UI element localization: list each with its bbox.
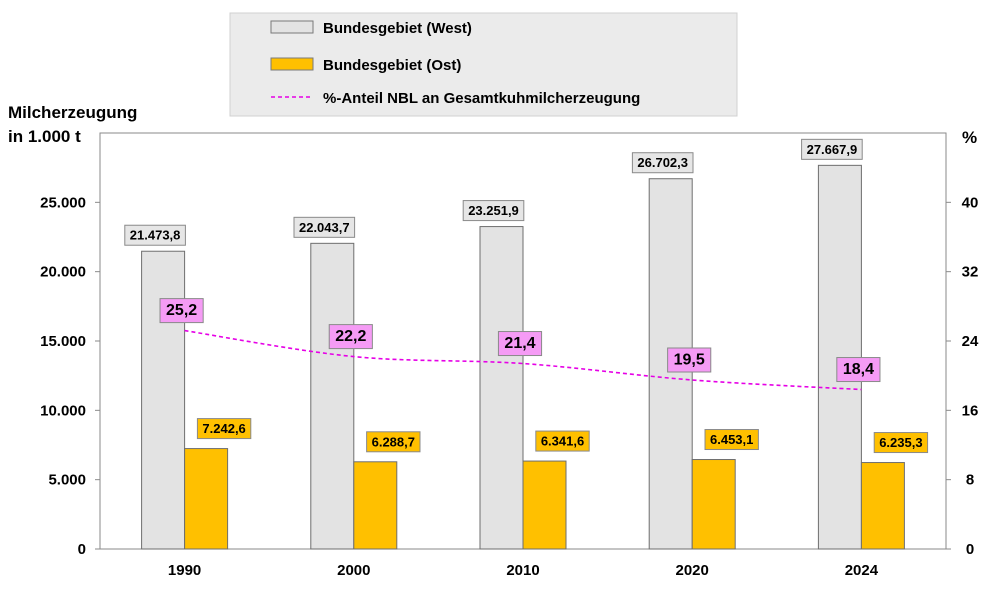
data-label-ost-box bbox=[535, 430, 590, 452]
data-label-ost-text: 6.235,3 bbox=[879, 435, 922, 450]
bar-ost bbox=[522, 460, 567, 550]
data-label-ost-box bbox=[873, 432, 929, 454]
data-label-ost: 7.242,6 bbox=[196, 418, 252, 440]
data-label-share-box bbox=[328, 324, 373, 350]
y2-tick-label: 32 bbox=[962, 264, 979, 281]
y-axis-title-line2: in 1.000 t bbox=[8, 127, 81, 146]
data-label-ost-box bbox=[704, 429, 759, 451]
y-tick-label: 20.000 bbox=[40, 264, 86, 281]
y2-axis-title: % bbox=[962, 128, 977, 147]
legend-swatch-ost bbox=[270, 57, 314, 71]
data-label-west: 27.667,9 bbox=[801, 138, 863, 160]
data-label-west-text: 21.473,8 bbox=[130, 228, 181, 243]
data-label-west-text: 22.043,7 bbox=[299, 220, 350, 235]
data-label-west-box bbox=[293, 216, 356, 238]
data-label-ost-text: 6.288,7 bbox=[372, 434, 415, 449]
data-label-west-box bbox=[801, 138, 863, 160]
bar-west bbox=[310, 242, 355, 550]
y-tick-label: 25.000 bbox=[40, 194, 86, 211]
data-label-west: 23.251,9 bbox=[462, 200, 525, 222]
share-line bbox=[184, 329, 862, 391]
data-label-share-text: 25,2 bbox=[166, 302, 197, 319]
data-label-share: 21,4 bbox=[497, 331, 543, 357]
data-label-share-text: 19,5 bbox=[674, 352, 705, 369]
bar-west bbox=[141, 250, 186, 550]
bar-ost bbox=[860, 462, 905, 550]
data-label-west: 22.043,7 bbox=[293, 216, 356, 238]
data-label-ost: 6.288,7 bbox=[366, 431, 421, 453]
data-label-share-text: 22,2 bbox=[335, 328, 366, 345]
bar-ost bbox=[353, 461, 398, 550]
data-label-share: 19,5 bbox=[667, 347, 712, 373]
data-label-ost-box bbox=[196, 418, 252, 440]
legend-swatch-west bbox=[270, 20, 314, 34]
bar-west bbox=[479, 226, 524, 550]
legend-label-share: %-Anteil NBL an Gesamtkuhmilcherzeugung bbox=[323, 90, 640, 107]
legend-background bbox=[229, 12, 738, 117]
x-tick-label: 2000 bbox=[337, 562, 370, 579]
x-tick-label: 1990 bbox=[168, 562, 201, 579]
data-label-west-box bbox=[124, 224, 186, 246]
data-label-share: 22,2 bbox=[328, 324, 373, 350]
data-label-ost-box bbox=[366, 431, 421, 453]
y2-tick-label: 40 bbox=[962, 194, 979, 211]
data-label-share-box bbox=[159, 298, 204, 324]
data-label-west: 21.473,8 bbox=[124, 224, 186, 246]
data-label-ost: 6.453,1 bbox=[704, 429, 759, 451]
y-tick-label: 10.000 bbox=[40, 402, 86, 419]
data-label-share-text: 18,4 bbox=[843, 361, 874, 378]
y2-tick-label: 24 bbox=[962, 333, 979, 350]
data-label-ost: 6.235,3 bbox=[873, 432, 929, 454]
legend: Bundesgebiet (West) Bundesgebiet (Ost) %… bbox=[229, 12, 738, 117]
y2-tick-label: 0 bbox=[966, 541, 974, 558]
data-label-share: 25,2 bbox=[159, 298, 204, 324]
data-label-share-box bbox=[667, 347, 712, 373]
y-tick-label: 15.000 bbox=[40, 333, 86, 350]
data-label-share-box bbox=[497, 331, 543, 357]
x-tick-label: 2010 bbox=[506, 562, 539, 579]
bar-ost bbox=[184, 448, 229, 550]
y2-tick-label: 16 bbox=[962, 402, 979, 419]
data-label-share: 18,4 bbox=[836, 357, 881, 383]
data-label-west-box bbox=[462, 200, 525, 222]
bar-ost bbox=[691, 459, 736, 550]
data-label-west: 26.702,3 bbox=[631, 152, 694, 174]
data-label-west-text: 27.667,9 bbox=[807, 142, 858, 157]
y-axis-title-line1: Milcherzeugung bbox=[8, 103, 137, 122]
data-label-west-text: 26.702,3 bbox=[637, 155, 688, 170]
data-label-west-box bbox=[631, 152, 694, 174]
data-label-share-text: 21,4 bbox=[504, 335, 535, 352]
x-tick-label: 2024 bbox=[845, 562, 879, 579]
data-label-ost-text: 6.341,6 bbox=[541, 434, 584, 449]
data-label-ost: 6.341,6 bbox=[535, 430, 590, 452]
y2-tick-label: 8 bbox=[966, 472, 974, 489]
x-tick-label: 2020 bbox=[676, 562, 709, 579]
legend-label-west: Bundesgebiet (West) bbox=[323, 20, 472, 37]
y-tick-label: 5.000 bbox=[48, 472, 86, 489]
y-tick-label: 0 bbox=[78, 541, 86, 558]
data-label-ost-text: 7.242,6 bbox=[202, 421, 245, 436]
legend-label-ost: Bundesgebiet (Ost) bbox=[323, 57, 461, 74]
data-label-share-box bbox=[836, 357, 881, 383]
data-label-west-text: 23.251,9 bbox=[468, 203, 519, 218]
data-label-ost-text: 6.453,1 bbox=[710, 432, 753, 447]
